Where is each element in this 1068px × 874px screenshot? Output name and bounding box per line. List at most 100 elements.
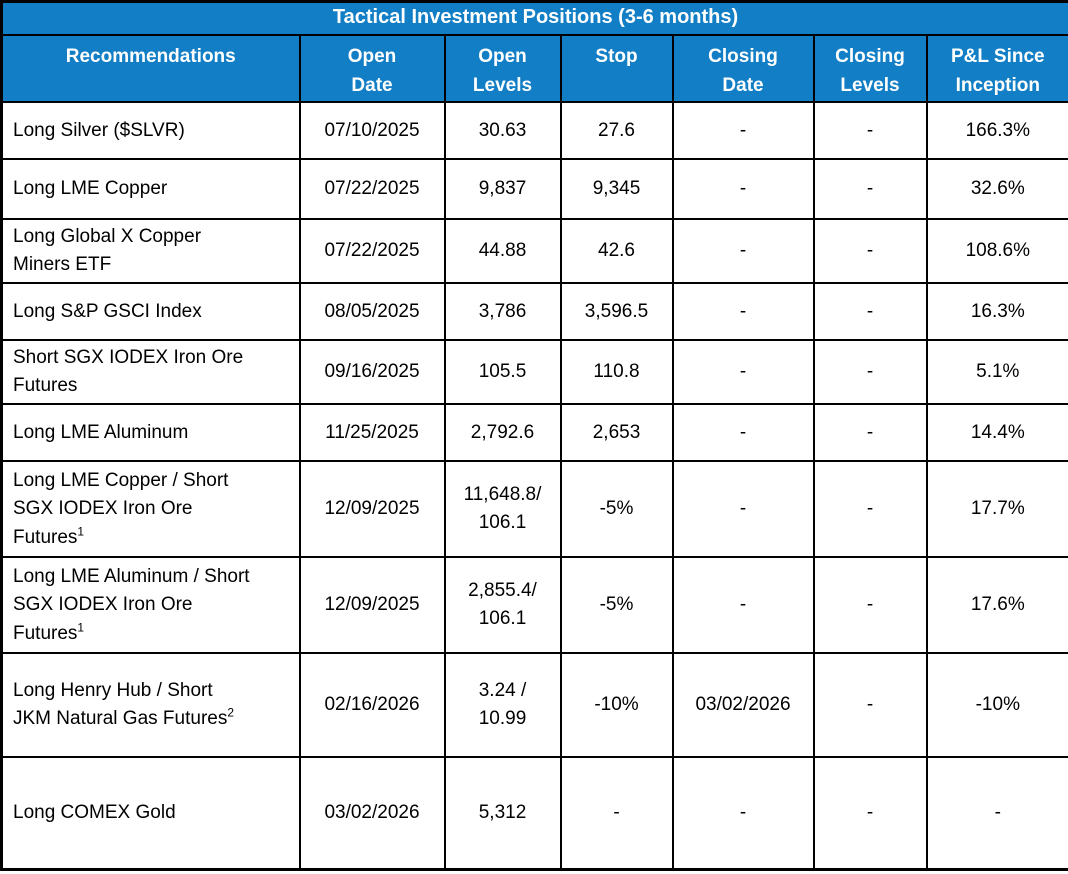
pnl-cell: 5.1% [925, 339, 1068, 406]
open-date-cell: 07/22/2025 [298, 218, 446, 285]
stop-cell: -5% [559, 460, 674, 559]
pnl-cell: 32.6% [925, 158, 1068, 221]
open-date-cell: 12/09/2025 [298, 556, 446, 655]
column-header-stop: Stop [559, 33, 674, 104]
open-date-cell: 02/16/2026 [298, 652, 446, 759]
closing-levels-cell: - [812, 652, 928, 759]
pnl-cell: 166.3% [925, 101, 1068, 161]
closing-levels-cell: - [812, 218, 928, 285]
pnl-cell: 16.3% [925, 282, 1068, 342]
closing-date-cell: 03/02/2026 [671, 652, 815, 759]
pnl-cell: 17.6% [925, 556, 1068, 655]
recommendation-cell: Long S&P GSCI Index [0, 282, 301, 342]
table-row: Long Henry Hub / Short JKM Natural Gas F… [0, 652, 1068, 759]
stop-cell: 27.6 [559, 101, 674, 161]
footnote-marker: 1 [77, 620, 85, 635]
recommendation-label: Long LME Aluminum / Short SGX IODEX Iron… [13, 565, 250, 644]
closing-levels-cell: - [812, 339, 928, 406]
recommendation-cell: Long LME Copper [0, 158, 301, 221]
column-header-row: Recommendations Open Date Open Levels St… [0, 33, 1068, 104]
recommendation-cell: Long Henry Hub / Short JKM Natural Gas F… [0, 652, 301, 759]
column-header-open-date: Open Date [298, 33, 446, 104]
open-levels-cell: 105.5 [443, 339, 562, 406]
recommendation-label: Long Henry Hub / Short JKM Natural Gas F… [13, 679, 228, 730]
pnl-cell: - [925, 756, 1068, 871]
recommendation-label: Long S&P GSCI Index [13, 300, 202, 322]
table-row: Long S&P GSCI Index 08/05/2025 3,786 3,5… [0, 282, 1068, 342]
open-levels-cell: 11,648.8/ 106.1 [443, 460, 562, 559]
open-levels-cell: 30.63 [443, 101, 562, 161]
stop-cell: 9,345 [559, 158, 674, 221]
open-levels-cell: 2,855.4/ 106.1 [443, 556, 562, 655]
table-row: Long LME Copper / Short SGX IODEX Iron O… [0, 460, 1068, 559]
open-levels-cell: 2,792.6 [443, 403, 562, 463]
recommendation-label: Short SGX IODEX Iron Ore Futures [13, 346, 244, 397]
recommendation-cell: Long LME Aluminum [0, 403, 301, 463]
open-levels-cell: 9,837 [443, 158, 562, 221]
table-row: Long Global X Copper Miners ETF 07/22/20… [0, 218, 1068, 285]
table-row: Long LME Copper 07/22/2025 9,837 9,345 -… [0, 158, 1068, 221]
pnl-cell: 17.7% [925, 460, 1068, 559]
column-header-open-levels: Open Levels [443, 33, 562, 104]
recommendation-cell: Long Global X Copper Miners ETF [0, 218, 301, 285]
table-row: Long LME Aluminum / Short SGX IODEX Iron… [0, 556, 1068, 655]
pnl-cell: -10% [925, 652, 1068, 759]
pnl-cell: 108.6% [925, 218, 1068, 285]
recommendation-label: Long Silver ($SLVR) [13, 119, 185, 141]
open-date-cell: 07/22/2025 [298, 158, 446, 221]
open-levels-cell: 5,312 [443, 756, 562, 871]
closing-levels-cell: - [812, 460, 928, 559]
table-row: Short SGX IODEX Iron Ore Futures 09/16/2… [0, 339, 1068, 406]
closing-date-cell: - [671, 158, 815, 221]
recommendation-cell: Long Silver ($SLVR) [0, 101, 301, 161]
recommendation-label: Long COMEX Gold [13, 801, 176, 823]
open-date-cell: 08/05/2025 [298, 282, 446, 342]
recommendation-label: Long Global X Copper Miners ETF [13, 225, 202, 276]
recommendation-cell: Short SGX IODEX Iron Ore Futures [0, 339, 301, 406]
stop-cell: 2,653 [559, 403, 674, 463]
table-body: Long Silver ($SLVR) 07/10/2025 30.63 27.… [0, 101, 1068, 871]
column-header-pnl-since-inception: P&L Since Inception [925, 33, 1068, 104]
open-date-cell: 11/25/2025 [298, 403, 446, 463]
footnote-marker: 2 [227, 706, 235, 721]
column-header-recommendations: Recommendations [0, 33, 301, 104]
closing-date-cell: - [671, 756, 815, 871]
open-date-cell: 12/09/2025 [298, 460, 446, 559]
pnl-cell: 14.4% [925, 403, 1068, 463]
open-date-cell: 03/02/2026 [298, 756, 446, 871]
table-title: Tactical Investment Positions (3-6 month… [0, 0, 1068, 36]
closing-date-cell: - [671, 218, 815, 285]
title-row: Tactical Investment Positions (3-6 month… [0, 0, 1068, 36]
table-row: Long Silver ($SLVR) 07/10/2025 30.63 27.… [0, 101, 1068, 161]
open-levels-cell: 3,786 [443, 282, 562, 342]
closing-date-cell: - [671, 282, 815, 342]
stop-cell: 110.8 [559, 339, 674, 406]
stop-cell: 3,596.5 [559, 282, 674, 342]
recommendation-cell: Long LME Aluminum / Short SGX IODEX Iron… [0, 556, 301, 655]
closing-date-cell: - [671, 339, 815, 406]
recommendation-cell: Long COMEX Gold [0, 756, 301, 871]
open-date-cell: 09/16/2025 [298, 339, 446, 406]
stop-cell: 42.6 [559, 218, 674, 285]
stop-cell: -10% [559, 652, 674, 759]
column-header-closing-levels: Closing Levels [812, 33, 928, 104]
closing-date-cell: - [671, 460, 815, 559]
table-row: Long LME Aluminum 11/25/2025 2,792.6 2,6… [0, 403, 1068, 463]
open-levels-cell: 3.24 / 10.99 [443, 652, 562, 759]
closing-levels-cell: - [812, 756, 928, 871]
recommendation-label: Long LME Copper / Short SGX IODEX Iron O… [13, 469, 229, 548]
closing-levels-cell: - [812, 282, 928, 342]
closing-date-cell: - [671, 403, 815, 463]
closing-levels-cell: - [812, 101, 928, 161]
recommendation-label: Long LME Aluminum [13, 421, 189, 443]
recommendation-label: Long LME Copper [13, 178, 168, 200]
footnote-marker: 1 [77, 524, 85, 539]
stop-cell: - [559, 756, 674, 871]
closing-levels-cell: - [812, 403, 928, 463]
stop-cell: -5% [559, 556, 674, 655]
closing-levels-cell: - [812, 556, 928, 655]
open-levels-cell: 44.88 [443, 218, 562, 285]
table-row: Long COMEX Gold 03/02/2026 5,312 - - - - [0, 756, 1068, 871]
